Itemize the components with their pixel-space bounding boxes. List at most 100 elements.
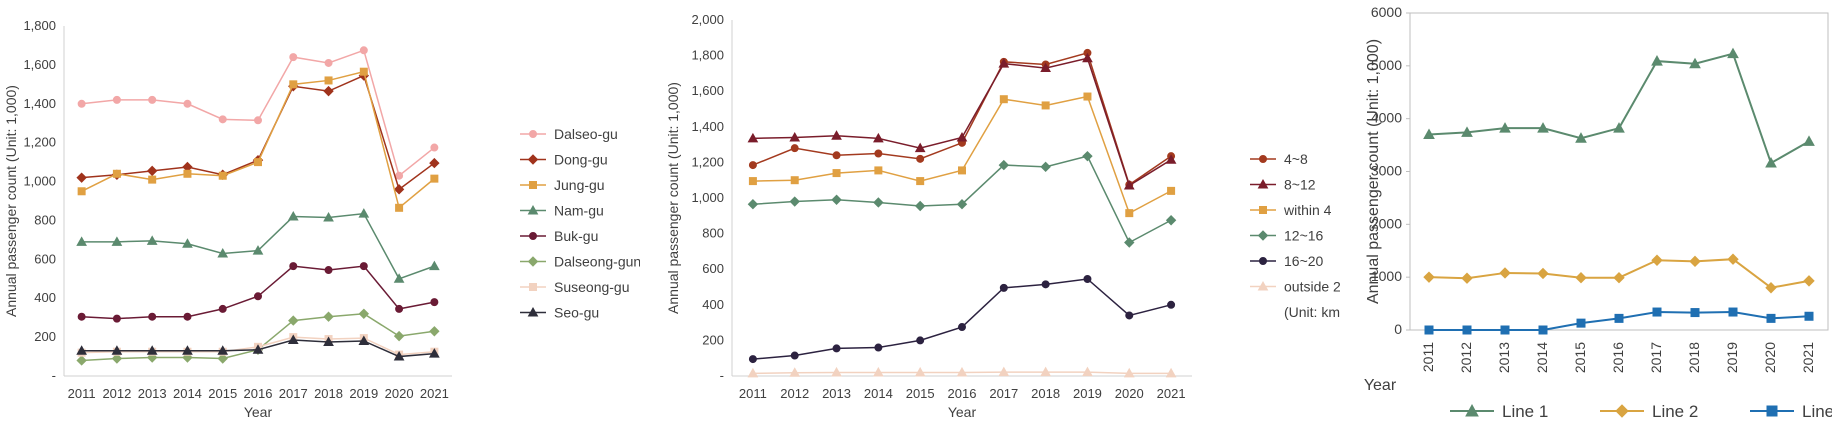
legend-marker-within-4 [1259,206,1267,214]
data-point-8-12 [747,132,759,143]
series-nam-gu [76,208,440,283]
x-axis-title: Year [1364,377,1397,394]
y-tick-label: 1,600 [691,83,724,98]
data-point-line-2 [1423,271,1435,283]
data-point-4-8 [790,144,799,153]
data-point-dalseong-gun [111,353,123,364]
data-point-line-2 [1689,255,1701,268]
legend-marker-12-16 [1257,230,1269,241]
data-point-line-3 [1500,325,1510,335]
legend-label-within-4: within 4 [1283,202,1332,218]
data-point-nam-gu [252,245,264,255]
y-tick-label: 600 [34,251,56,266]
data-point-16-20 [1125,311,1134,320]
data-point-4-8 [874,149,883,158]
data-point-dalseong-gun [217,353,228,364]
series-buk-gu [77,262,439,323]
data-point-line-3 [1538,325,1548,335]
series-line-line-1 [1428,52,1810,165]
data-point-within-4 [1167,186,1176,195]
data-point-16-20 [1167,300,1176,309]
data-point-buk-gu [112,314,121,323]
legend-label-4-8: 4~8 [1284,151,1308,167]
data-point-line-3 [1614,313,1624,323]
data-point-nam-gu [111,236,123,246]
data-point-outside-20 [1123,367,1135,378]
y-tick-label: 1,200 [691,154,724,169]
x-tick-label: 2013 [1496,342,1512,373]
data-point-dalseo-gu [430,143,439,152]
series-seo-gu [76,334,440,361]
legend-label-suseong-gu: Suseong-gu [554,279,630,295]
x-tick-label: 2019 [349,386,378,401]
y-tick-label: 1,000 [23,174,56,189]
y-tick-label: - [720,368,724,383]
data-point-outside-20 [747,367,759,378]
data-point-line-1 [1461,126,1473,137]
legend-label-jung-gu: Jung-gu [554,177,605,193]
legend-marker-line-3 [1766,405,1778,417]
x-tick-label: 2020 [1115,386,1144,401]
x-axis-title: Year [948,404,977,420]
data-point-dong-gu [76,172,87,183]
x-tick-label: 2012 [780,386,809,401]
x-tick-label: 2021 [1157,386,1186,401]
legend-marker-nam-gu [527,204,539,215]
data-point-jung-gu [359,67,368,76]
data-point-line-2 [1537,267,1549,280]
y-tick-label: 1,400 [691,119,724,134]
data-point-dalseo-gu [324,58,333,67]
y-tick-label: 1000 [1371,268,1402,284]
legend-label-buk-gu: Buk-gu [554,228,598,244]
data-point-12-16 [914,200,926,212]
chart-by-line: 0 1000 2000 3000 4000 5000 6000 2011 2012 2013 201… [1340,0,1832,426]
y-tick-label: 2,000 [691,12,724,27]
data-point-seo-gu [393,351,405,361]
data-point-4-8 [916,154,925,163]
data-point-seo-gu [358,335,370,345]
data-point-jung-gu [254,158,262,167]
data-point-16-20 [999,283,1008,292]
data-point-16-20 [790,351,799,360]
legend-label-outside-20: outside 20 [1284,279,1340,295]
y-tick-label: 0 [1394,321,1402,337]
x-tick-label: 2017 [989,386,1018,401]
data-point-4-8 [748,161,757,170]
legend-label-8-12: 8~12 [1284,177,1316,193]
data-point-dalseong-gun [76,355,87,366]
legend-label-line-2: Line 2 [1652,402,1698,421]
legend-marker-suseong-gu [529,283,537,291]
series-jung-gu [77,67,439,212]
y-tick-label: 4000 [1371,110,1402,126]
y-axis-title: Annual passenger count (Unit: 1,000) [665,82,681,314]
chart-by-distance: - 200 400 600 800 1,000 1,200 1,400 1,600 1,800 2,… [660,0,1340,426]
x-tick-label: 2021 [1800,342,1816,373]
x-tick-label: 2018 [1686,342,1702,373]
legend-label-dalseo-gu: Dalseo-gu [554,126,618,142]
data-point-line-3 [1462,325,1472,335]
series-16-20 [748,274,1176,364]
y-axis-title: Annual passenger count (Unit: 1,000) [1365,39,1382,304]
x-tick-label: 2019 [1724,342,1740,373]
series-line-4-8 [752,52,1172,186]
data-point-16-20 [832,344,841,353]
x-tick-label: 2016 [1610,342,1626,373]
legend-marker-seo-gu [527,306,539,317]
legend-label-16-20: 16~20 [1284,253,1324,269]
x-tick-label: 2016 [948,386,977,401]
data-point-nam-gu [217,247,229,258]
legend-label-nam-gu: Nam-gu [554,203,604,219]
legend-label-line-3: Line 3 [1802,402,1832,421]
data-point-nam-gu [429,260,440,271]
data-point-line-1 [1651,55,1663,66]
data-point-12-16 [831,194,842,205]
series-12-16 [747,150,1177,248]
y-tick-label: 1,600 [23,57,56,72]
x-tick-label: 2013 [822,386,851,401]
x-tick-label: 2019 [1073,386,1102,401]
data-point-nam-gu [76,236,87,246]
x-tick-label: 2011 [1420,342,1436,372]
data-point-16-20 [1041,280,1050,289]
data-point-line-3 [1576,318,1586,328]
data-point-nam-gu [358,208,370,218]
